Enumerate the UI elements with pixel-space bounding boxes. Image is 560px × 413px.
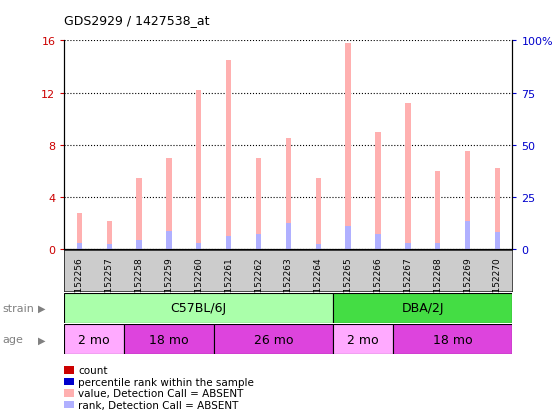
Bar xyxy=(465,221,470,250)
Text: DBA/2J: DBA/2J xyxy=(402,301,444,315)
Text: GSM152264: GSM152264 xyxy=(314,257,323,311)
Bar xyxy=(346,44,351,250)
Bar xyxy=(256,234,261,250)
Bar xyxy=(77,214,82,250)
Bar xyxy=(495,169,500,250)
Text: GSM152267: GSM152267 xyxy=(403,257,412,311)
Bar xyxy=(64,325,124,354)
Text: percentile rank within the sample: percentile rank within the sample xyxy=(78,377,254,387)
Text: GSM152260: GSM152260 xyxy=(194,257,203,311)
Text: GSM152268: GSM152268 xyxy=(433,257,442,311)
Text: GSM152269: GSM152269 xyxy=(463,257,472,311)
Text: GSM152257: GSM152257 xyxy=(105,257,114,311)
Bar xyxy=(346,226,351,250)
Bar xyxy=(393,325,512,354)
Bar xyxy=(106,244,112,250)
Text: GSM152270: GSM152270 xyxy=(493,257,502,311)
Bar xyxy=(405,243,410,250)
Text: 26 mo: 26 mo xyxy=(254,333,293,346)
Text: 18 mo: 18 mo xyxy=(149,333,189,346)
Bar xyxy=(435,172,440,250)
Bar xyxy=(137,178,142,250)
Bar xyxy=(77,243,82,250)
Text: strain: strain xyxy=(3,303,35,313)
Bar xyxy=(256,159,261,250)
Bar xyxy=(316,244,321,250)
Bar xyxy=(316,178,321,250)
Text: rank, Detection Call = ABSENT: rank, Detection Call = ABSENT xyxy=(78,400,239,410)
Text: ▶: ▶ xyxy=(38,303,45,313)
Bar xyxy=(166,159,171,250)
Bar xyxy=(226,237,231,250)
Text: C57BL/6J: C57BL/6J xyxy=(171,301,227,315)
Bar xyxy=(214,325,333,354)
Bar xyxy=(137,241,142,250)
Text: GSM152265: GSM152265 xyxy=(344,257,353,311)
Bar xyxy=(286,139,291,250)
Bar xyxy=(495,233,500,250)
Text: GSM152259: GSM152259 xyxy=(165,257,174,311)
Bar xyxy=(106,221,112,250)
Text: count: count xyxy=(78,365,108,375)
Bar xyxy=(375,133,381,250)
Text: GDS2929 / 1427538_at: GDS2929 / 1427538_at xyxy=(64,14,210,27)
Text: GSM152261: GSM152261 xyxy=(224,257,233,311)
Bar xyxy=(465,152,470,250)
Text: GSM152258: GSM152258 xyxy=(134,257,143,311)
Text: GSM152263: GSM152263 xyxy=(284,257,293,311)
Bar xyxy=(333,325,393,354)
Text: 2 mo: 2 mo xyxy=(78,333,110,346)
Bar xyxy=(333,293,512,323)
Bar xyxy=(435,243,440,250)
Text: 2 mo: 2 mo xyxy=(347,333,379,346)
Bar xyxy=(286,224,291,250)
Bar xyxy=(196,243,202,250)
Bar xyxy=(196,91,202,250)
Text: 18 mo: 18 mo xyxy=(433,333,473,346)
Text: ▶: ▶ xyxy=(38,335,45,344)
Text: GSM152256: GSM152256 xyxy=(75,257,84,311)
Text: value, Detection Call = ABSENT: value, Detection Call = ABSENT xyxy=(78,388,244,398)
Bar xyxy=(124,325,214,354)
Bar xyxy=(375,234,381,250)
Bar xyxy=(166,232,171,250)
Bar xyxy=(226,61,231,250)
Text: GSM152266: GSM152266 xyxy=(374,257,382,311)
Text: age: age xyxy=(3,335,24,344)
Bar xyxy=(64,293,333,323)
Text: GSM152262: GSM152262 xyxy=(254,257,263,311)
Bar xyxy=(405,104,410,250)
